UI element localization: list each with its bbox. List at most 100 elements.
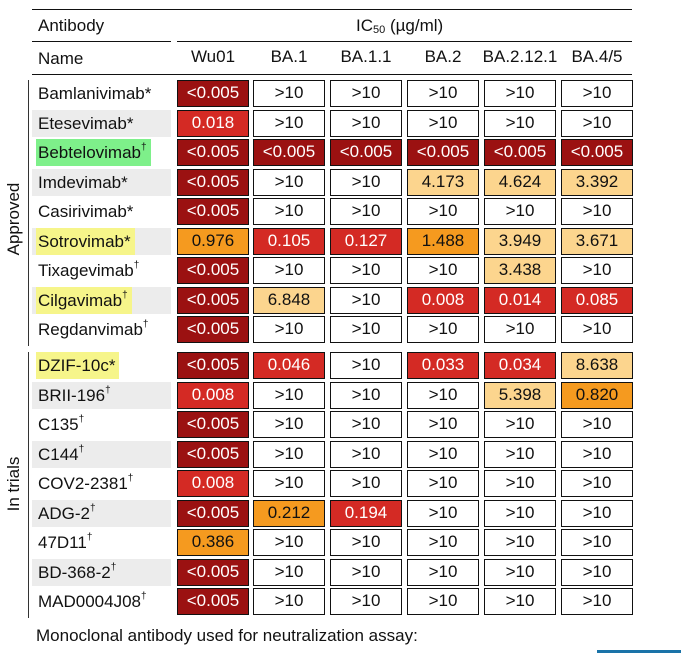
ic50-cell-ba-1-1: >10: [330, 559, 402, 586]
ic50-cell-ba-4-5: >10: [561, 316, 633, 343]
ic50-cell-ba-4-5: >10: [561, 500, 633, 527]
row-background: [32, 441, 171, 468]
ic50-cell-ba-2-12-1: 0.014: [484, 287, 556, 314]
ic50-cell-ba-2: 4.173: [407, 169, 479, 196]
ic50-cell-ba-1: 6.848: [253, 287, 325, 314]
antibody-name: Tixagevimab†: [36, 257, 143, 284]
ic50-cell-ba-2: >10: [407, 588, 479, 615]
ic50-cell-ba-2-12-1: >10: [484, 316, 556, 343]
ic50-cell-ba-2-12-1: >10: [484, 470, 556, 497]
ic50-cell-ba-4-5: >10: [561, 470, 633, 497]
antibody-name-text: 47D11: [38, 533, 87, 552]
ic50-cell-ba-4-5: 3.392: [561, 169, 633, 196]
antibody-name: Casirivimab*: [36, 198, 137, 225]
ic50-cell-ba-1: >10: [253, 441, 325, 468]
antibody-name-text: BD-368-2: [38, 563, 111, 582]
ic50-cell-ba-2-12-1: 4.624: [484, 169, 556, 196]
group-label-in-trials: In trials: [4, 456, 23, 512]
antibody-name: Bebtelovimab†: [36, 139, 151, 166]
ic50-cell-ba-1-1: >10: [330, 588, 402, 615]
ic50-cell-ba-1-1: >10: [330, 352, 402, 379]
ic50-cell-ba-4-5: 0.085: [561, 287, 633, 314]
ic50-cell-ba-2-12-1: >10: [484, 529, 556, 556]
ic50-cell-ba-2: 1.488: [407, 228, 479, 255]
footer-note: Monoclonal antibody used for neutralizat…: [36, 626, 418, 645]
antibody-name: Bamlanivimab*: [36, 80, 155, 107]
antibody-name: 47D11†: [36, 529, 96, 556]
ic50-cell-ba-1: 0.046: [253, 352, 325, 379]
antibody-mark: †: [86, 532, 93, 544]
column-header-ba-2-12-1: BA.2.12.1: [482, 47, 558, 66]
ic50-cell-wu01: <0.005: [177, 352, 249, 379]
antibody-name-text: Etesevimab: [38, 114, 127, 133]
ic50-cell-ba-2: <0.005: [407, 139, 479, 166]
ic50-cell-ba-2-12-1: >10: [484, 588, 556, 615]
ic50-unit: (µg/ml): [385, 16, 444, 35]
column-header-wu01: Wu01: [190, 47, 236, 66]
ic50-cell-ba-1-1: <0.005: [330, 139, 402, 166]
ic50-cell-ba-2: >10: [407, 80, 479, 107]
ic50-cell-ba-1-1: 0.194: [330, 500, 402, 527]
ic50-cell-ba-2-12-1: 3.949: [484, 228, 556, 255]
column-header-ba-1: BA.1: [270, 47, 308, 66]
antibody-name-text: Regdanvimab: [38, 320, 143, 339]
ic50-cell-ba-2: >10: [407, 198, 479, 225]
ic50-cell-wu01: <0.005: [177, 139, 249, 166]
antibody-mark: †: [127, 473, 134, 485]
ic50-cell-ba-4-5: >10: [561, 257, 633, 284]
antibody-name-text: ADG-2: [38, 504, 90, 523]
ic50-cell-ba-1-1: >10: [330, 470, 402, 497]
ic50-cell-ba-2: >10: [407, 257, 479, 284]
row-background: [32, 559, 171, 586]
name-header: Name: [38, 49, 84, 68]
ic50-cell-wu01: <0.005: [177, 169, 249, 196]
ic50-cell-ba-4-5: >10: [561, 80, 633, 107]
approved-bracket: [28, 80, 29, 346]
ic50-cell-ba-2-12-1: 5.398: [484, 382, 556, 409]
ic50-cell-ba-1: >10: [253, 382, 325, 409]
ic50-cell-ba-1-1: >10: [330, 110, 402, 137]
ic50-cell-ba-1-1: >10: [330, 411, 402, 438]
antibody-mark: †: [141, 591, 147, 603]
ic50-cell-ba-1: >10: [253, 257, 325, 284]
top-rule: [32, 9, 632, 10]
ic50-cell-wu01: <0.005: [177, 559, 249, 586]
antibody-name: C144†: [36, 441, 88, 468]
antibody-name-text: Tixagevimab: [38, 261, 134, 280]
ic50-cell-ba-2: >10: [407, 500, 479, 527]
antibody-mark: †: [105, 385, 111, 397]
header-rule-right: [177, 41, 632, 42]
ic50-cell-wu01: 0.008: [177, 470, 249, 497]
ic50-cell-ba-1-1: >10: [330, 80, 402, 107]
antibody-name-text: Casirivimab: [38, 202, 127, 221]
ic50-cell-ba-4-5: >10: [561, 198, 633, 225]
antibody-name: Etesevimab*: [36, 110, 137, 137]
ic50-cell-ba-1: >10: [253, 470, 325, 497]
ic50-cell-ba-2-12-1: >10: [484, 559, 556, 586]
ic50-cell-wu01: <0.005: [177, 80, 249, 107]
ic50-cell-ba-2-12-1: >10: [484, 441, 556, 468]
ic50-cell-wu01: <0.005: [177, 588, 249, 615]
ic50-cell-ba-2-12-1: 0.034: [484, 352, 556, 379]
antibody-name-text: Bebtelovimab: [38, 143, 142, 162]
header-rule-left: [32, 41, 171, 42]
ic50-cell-ba-4-5: >10: [561, 559, 633, 586]
row-background: [32, 500, 171, 527]
antibody-name-text: Bamlanivimab: [38, 84, 145, 103]
blue-accent-bar: [597, 650, 681, 653]
ic50-cell-ba-2: >10: [407, 110, 479, 137]
row-background: [32, 169, 171, 196]
in-trials-bracket: [28, 352, 29, 618]
ic50-cell-ba-4-5: 0.820: [561, 382, 633, 409]
ic50-cell-ba-2-12-1: <0.005: [484, 139, 556, 166]
ic50-cell-wu01: 0.018: [177, 110, 249, 137]
ic50-cell-ba-1-1: >10: [330, 257, 402, 284]
ic50-cell-ba-4-5: >10: [561, 588, 633, 615]
ic50-cell-wu01: <0.005: [177, 500, 249, 527]
ic50-cell-ba-2: >10: [407, 316, 479, 343]
ic50-cell-ba-1: 0.212: [253, 500, 325, 527]
ic50-cell-ba-2: 0.033: [407, 352, 479, 379]
antibody-mark: *: [123, 232, 131, 251]
antibody-name: Imdevimab*: [36, 169, 132, 196]
